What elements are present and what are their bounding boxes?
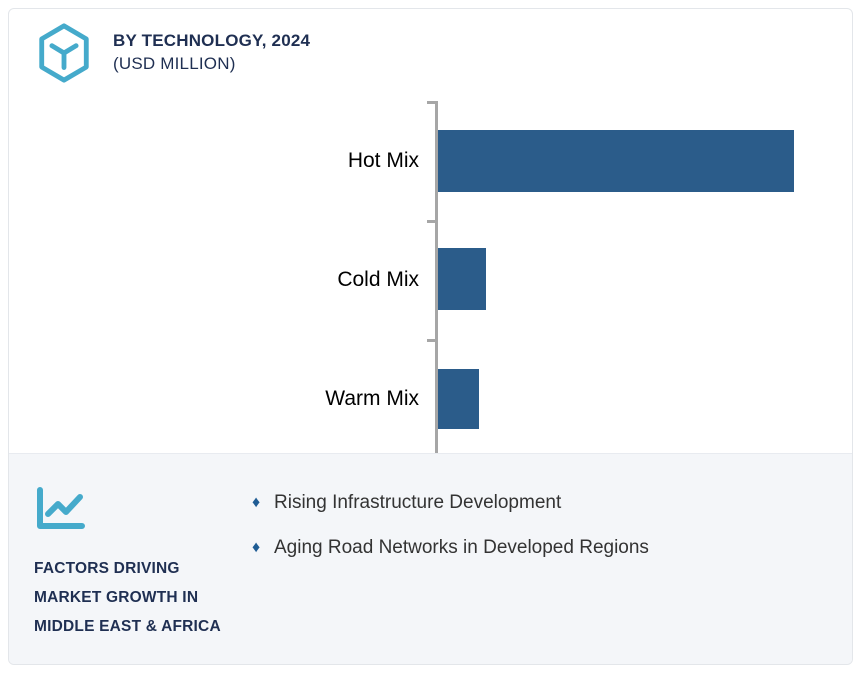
list-item: ♦ Aging Road Networks in Developed Regio…	[252, 535, 832, 561]
factors-list: ♦ Rising Infrastructure Development ♦ Ag…	[252, 490, 832, 580]
hexagon-y-logo-icon	[33, 22, 95, 84]
list-item-label: Aging Road Networks in Developed Regions	[274, 537, 649, 558]
caption-line: MIDDLE EAST & AFRICA	[34, 618, 221, 635]
diamond-bullet-icon: ♦	[252, 494, 261, 511]
line-chart-growth-icon	[34, 486, 90, 534]
chart-axis-line	[435, 101, 438, 458]
card-header: BY TECHNOLOGY, 2024 (USD MILLION)	[9, 9, 852, 93]
bar-warm-mix	[438, 369, 479, 429]
title-main: BY TECHNOLOGY, 2024	[113, 31, 311, 50]
bar-group: Hot Mix	[9, 101, 852, 220]
bar-hot-mix	[438, 130, 794, 192]
bar-group: Warm Mix	[9, 339, 852, 458]
category-label: Cold Mix	[337, 267, 419, 291]
diamond-bullet-icon: ♦	[252, 539, 261, 556]
title-subtitle: (USD MILLION)	[113, 54, 236, 73]
axis-tick	[427, 339, 436, 342]
factors-panel: FACTORS DRIVING MARKET GROWTH IN MIDDLE …	[9, 453, 852, 664]
axis-tick	[427, 101, 436, 104]
category-label: Warm Mix	[325, 386, 419, 410]
bar-chart: Hot Mix Cold Mix Warm Mix	[9, 93, 852, 458]
factors-caption: FACTORS DRIVING MARKET GROWTH IN MIDDLE …	[34, 554, 264, 641]
page-title: BY TECHNOLOGY, 2024 (USD MILLION)	[113, 29, 310, 75]
technology-chart-card: BY TECHNOLOGY, 2024 (USD MILLION) Hot Mi…	[8, 8, 853, 665]
list-item-label: Rising Infrastructure Development	[274, 492, 562, 513]
bar-cold-mix	[438, 248, 486, 310]
bar-group: Cold Mix	[9, 220, 852, 339]
axis-tick	[427, 220, 436, 223]
list-item: ♦ Rising Infrastructure Development	[252, 490, 832, 516]
caption-line: FACTORS DRIVING	[34, 560, 180, 577]
category-label: Hot Mix	[347, 148, 419, 172]
caption-line: MARKET GROWTH IN	[34, 589, 199, 606]
